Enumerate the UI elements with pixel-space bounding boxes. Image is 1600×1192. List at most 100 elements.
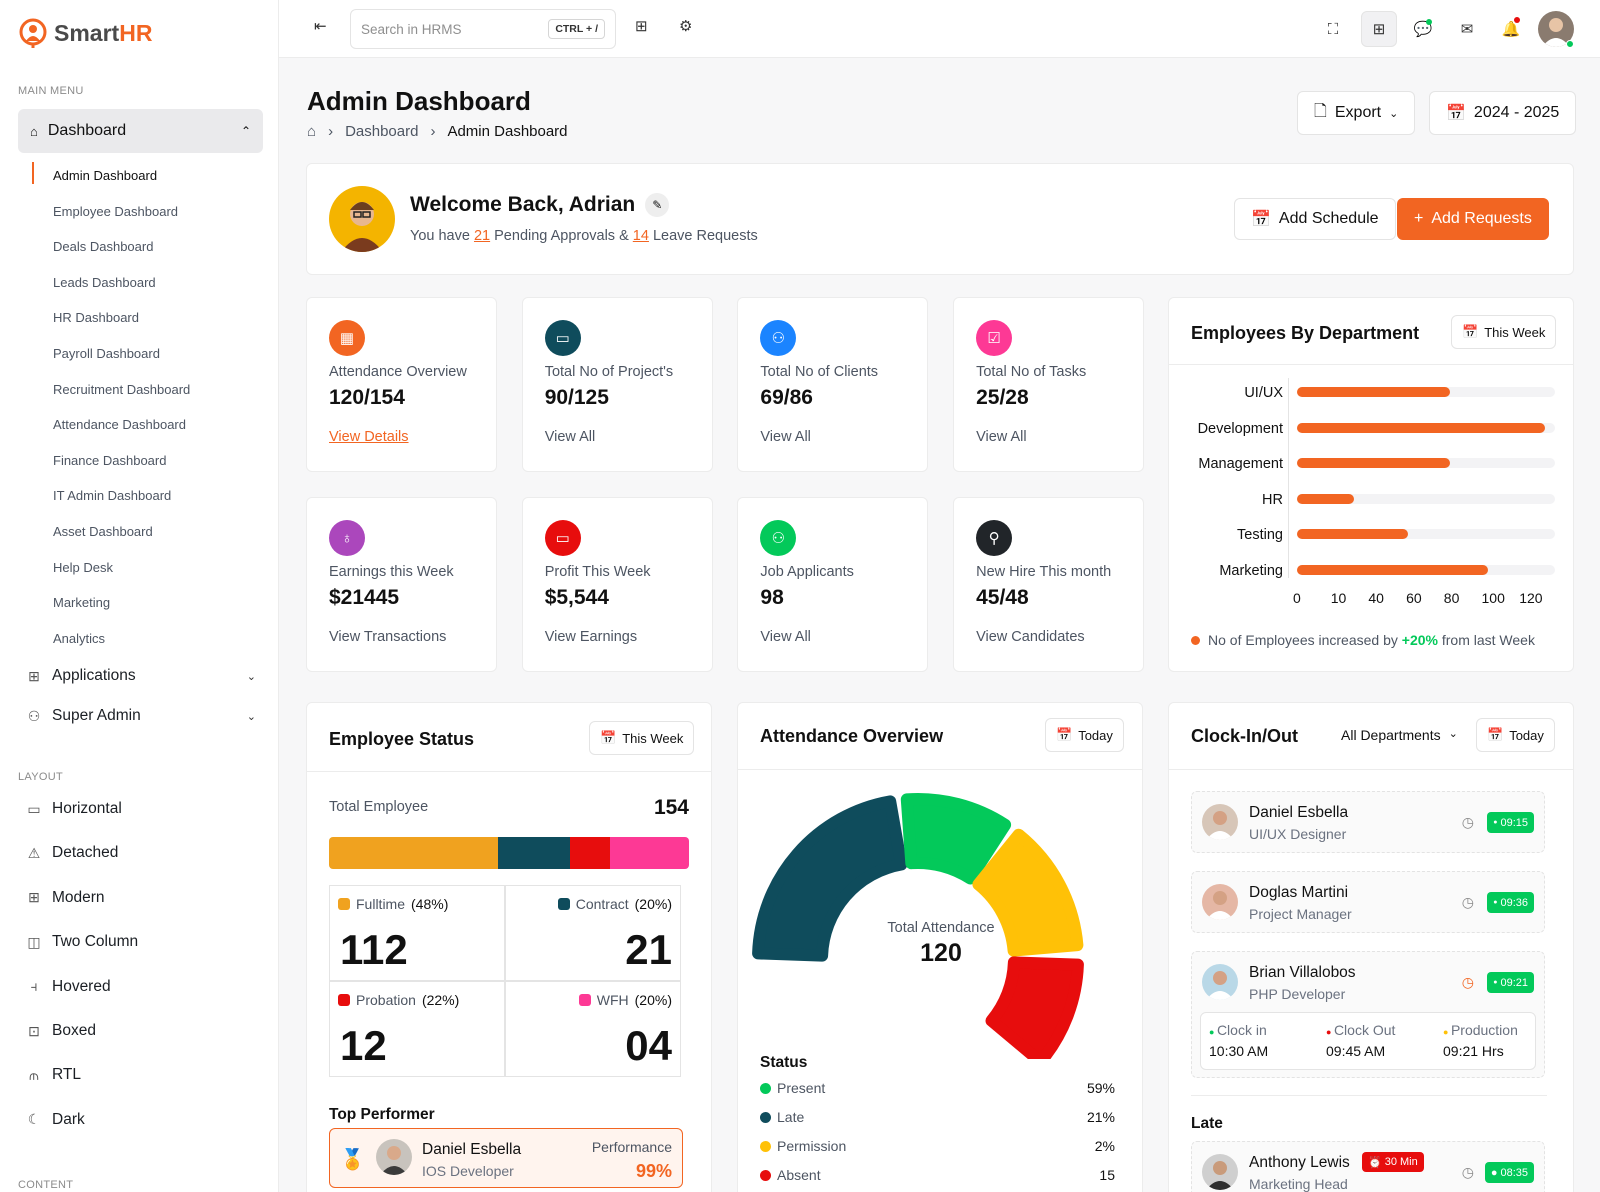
gauge-present-segment[interactable] (900, 793, 1012, 885)
clock-employee-row[interactable]: Brian Villalobos PHP Developer ◷ ● 09:21 ● Cl… (1191, 951, 1545, 1078)
sidebar-layout-item[interactable]: ⊡ Boxed (26, 1022, 256, 1040)
department-select[interactable]: All Departments ⌄ (1341, 727, 1458, 743)
mail-icon[interactable]: ✉ (1460, 21, 1474, 38)
dept-bar[interactable] (1297, 422, 1546, 433)
dept-bar[interactable] (1297, 458, 1450, 469)
stat-link[interactable]: View All (976, 429, 1027, 445)
year-range-button[interactable]: 📅 2024 - 2025 (1429, 91, 1577, 135)
breadcrumb-dashboard[interactable]: Dashboard (345, 123, 419, 140)
content-title: CONTENT (18, 1179, 74, 1191)
dept-bar[interactable] (1297, 529, 1408, 540)
sidebar-subitem[interactable]: IT Admin Dashboard (53, 488, 172, 504)
gauge-absent-segment[interactable] (985, 956, 1084, 1059)
export-button[interactable]: 🗋 Export ⌄ (1297, 91, 1416, 135)
sidebar-subitem[interactable]: Attendance Dashboard (53, 417, 186, 433)
pending-approvals-count[interactable]: 21 (473, 228, 491, 244)
logo[interactable]: Smart HR (18, 17, 152, 49)
sidebar-subitem[interactable]: Asset Dashboard (53, 524, 153, 539)
stat-link[interactable]: View Earnings (544, 629, 638, 645)
attendance-overview-card: Attendance Overview 📅 Today Total Attenda… (737, 702, 1143, 1192)
card-title: Clock-In/Out (1191, 726, 1298, 746)
sidebar-subitem[interactable]: Payroll Dashboard (53, 346, 160, 361)
collapse-sidebar-icon[interactable]: ⇤ (314, 18, 327, 35)
late-employee-row[interactable]: Anthony Lewis Marketing Head ⏰ 30 Min ◷ ●… (1191, 1141, 1545, 1192)
sidebar-item-dashboard[interactable]: ⌂ Dashboard ⌃ (18, 109, 263, 153)
home-icon: ⌂ (30, 123, 38, 139)
dashboard-layout-icon[interactable]: ⊞ (1361, 11, 1397, 47)
sidebar-subitem[interactable]: Finance Dashboard (53, 452, 167, 468)
sidebar-subitem[interactable]: Help Desk (53, 559, 113, 575)
leave-requests-count[interactable]: 14 (632, 228, 649, 244)
search-input[interactable]: Search in HRMS CTRL + / (350, 9, 616, 49)
stat-link[interactable]: View All (544, 429, 596, 445)
dept-bar[interactable] (1297, 493, 1355, 504)
sidebar-layout-item[interactable]: ⫙ RTL (26, 1066, 256, 1084)
sidebar-subitem[interactable]: Marketing (53, 595, 111, 611)
clock-in-out-card: Clock-In/Out All Departments ⌄ 📅 Today Dan… (1168, 702, 1574, 1192)
notification-dot (1514, 17, 1520, 23)
dept-bar[interactable] (1297, 565, 1489, 575)
divider (1191, 1095, 1547, 1096)
sidebar-layout-item[interactable]: ◫ Two Column (26, 933, 256, 951)
sidebar-item-super-admin[interactable]: ⚇ Super Admin ⌄ (26, 707, 256, 725)
boxed-icon: ⊡ (28, 1022, 40, 1039)
stat-link[interactable]: View Candidates (976, 629, 1085, 645)
clock-employee-row[interactable]: Daniel Esbella UI/UX Designer ◷ ● 09:15 (1191, 791, 1545, 853)
sidebar-subitem[interactable]: Recruitment Dashboard (53, 381, 191, 397)
stat-value: 120/154 (329, 386, 405, 409)
today-filter[interactable]: 📅 Today (1045, 718, 1124, 752)
home-icon[interactable]: ⌂ (307, 123, 317, 140)
sidebar-subitem[interactable]: Admin Dashboard (53, 168, 158, 183)
add-schedule-button[interactable]: 📅 Add Schedule (1234, 198, 1396, 240)
sidebar-layout-item[interactable]: ▭ Horizontal (26, 800, 256, 818)
sidebar-subitem[interactable]: Deals Dashboard (53, 239, 154, 255)
sidebar-subitem[interactable]: HR Dashboard (53, 310, 139, 326)
stat-label: Total No of Tasks (976, 364, 1087, 380)
dept-footer: No of Employees increased by +20% from l… (1191, 632, 1535, 648)
stat-link[interactable]: View Details (329, 429, 409, 445)
sidebar-item-label: Modern (52, 888, 105, 906)
chevron-right-icon: › (328, 123, 334, 140)
status-percent: 59% (1086, 1080, 1115, 1096)
stat-link[interactable]: View Transactions (329, 629, 447, 645)
dot-icon: ● (1493, 979, 1498, 986)
stat-link[interactable]: View All (760, 629, 811, 645)
settings-gear-icon[interactable]: ⚙ (679, 18, 693, 35)
this-week-filter[interactable]: 📅 This Week (1451, 315, 1557, 349)
fullscreen-icon[interactable]: ⛶ (1327, 20, 1339, 38)
add-requests-button[interactable]: + Add Requests (1397, 198, 1549, 240)
clock-employee-row[interactable]: Doglas Martini Project Manager ◷ ● 09:36 (1191, 871, 1545, 933)
top-performer-card[interactable]: 🏅 Daniel Esbella IOS Developer Performan… (329, 1128, 683, 1188)
sidebar-layout-item[interactable]: ⚠ Detached (26, 844, 256, 862)
sidebar-item-applications[interactable]: ⊞ Applications ⌄ (26, 667, 256, 685)
stat-link[interactable]: View All (760, 429, 811, 445)
dept-bar[interactable] (1297, 387, 1450, 397)
edit-icon[interactable]: ✎ (645, 193, 670, 217)
rtl-icon: ⫙ (29, 1066, 39, 1083)
bell-icon[interactable]: 🔔 (1493, 11, 1529, 47)
sidebar-layout-item[interactable]: ⫞ Hovered (26, 978, 256, 996)
status-dot (760, 1140, 771, 1152)
apps-grid-icon[interactable]: ⊞ (635, 18, 648, 35)
sidebar-item-label: Two Column (52, 933, 139, 951)
card-title: Employee Status (329, 729, 475, 749)
dept-bar-track (1297, 529, 1555, 540)
stat-label: Attendance Overview (329, 364, 467, 380)
time-value: 09:15 (1500, 816, 1528, 829)
users-icon: ⚇ (760, 520, 797, 556)
chat-icon[interactable]: 💬 (1413, 19, 1433, 38)
performance-value: 99% (635, 1161, 672, 1181)
this-week-filter[interactable]: 📅 This Week (589, 721, 695, 755)
today-filter[interactable]: 📅 Today (1476, 718, 1555, 752)
dot-icon: ● (1493, 899, 1498, 906)
sidebar-subitem[interactable]: Leads Dashboard (53, 274, 156, 290)
sidebar-subitem[interactable]: Analytics (53, 630, 106, 646)
sidebar-subitem[interactable]: Employee Dashboard (53, 203, 179, 219)
filter-label: This Week (622, 730, 684, 746)
sidebar-layout-item[interactable]: ⊞ Modern (26, 889, 256, 907)
moon-icon: ☾ (27, 1111, 41, 1128)
sidebar-layout-item[interactable]: ☾ Dark (26, 1111, 256, 1129)
gauge-late-segment[interactable] (752, 795, 908, 962)
calendar-icon: 📅 (1251, 211, 1271, 228)
gauge-permission-segment[interactable] (972, 828, 1084, 957)
